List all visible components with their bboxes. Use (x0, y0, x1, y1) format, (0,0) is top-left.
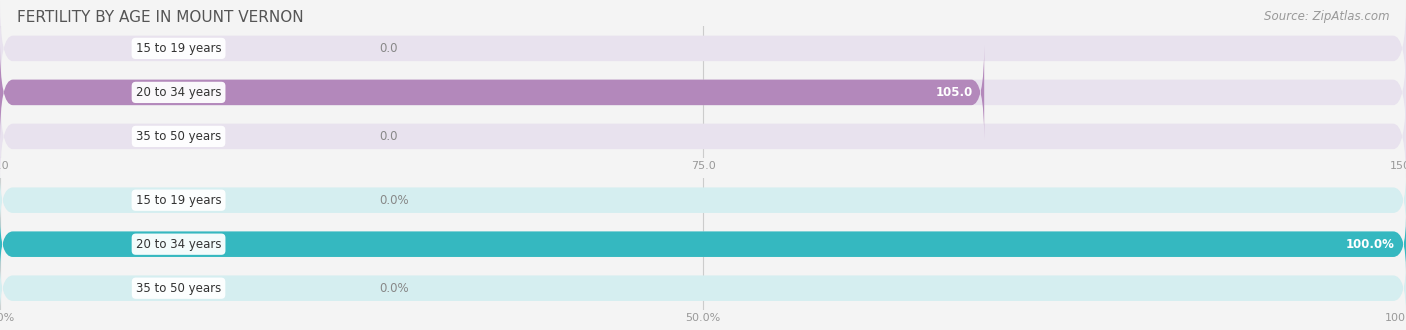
Text: 0.0%: 0.0% (380, 282, 409, 295)
Text: 35 to 50 years: 35 to 50 years (136, 130, 221, 143)
FancyBboxPatch shape (0, 173, 1406, 227)
Text: 35 to 50 years: 35 to 50 years (136, 282, 221, 295)
FancyBboxPatch shape (0, 89, 1406, 183)
FancyBboxPatch shape (0, 217, 1406, 271)
FancyBboxPatch shape (0, 45, 984, 140)
Text: 0.0: 0.0 (380, 130, 398, 143)
Text: 0.0%: 0.0% (380, 194, 409, 207)
Text: 0.0: 0.0 (380, 42, 398, 55)
Text: 105.0: 105.0 (936, 86, 973, 99)
Text: 20 to 34 years: 20 to 34 years (136, 86, 221, 99)
Text: 20 to 34 years: 20 to 34 years (136, 238, 221, 251)
Text: FERTILITY BY AGE IN MOUNT VERNON: FERTILITY BY AGE IN MOUNT VERNON (17, 10, 304, 25)
FancyBboxPatch shape (0, 261, 1406, 315)
Text: 100.0%: 100.0% (1346, 238, 1395, 251)
Text: 15 to 19 years: 15 to 19 years (136, 194, 221, 207)
Text: Source: ZipAtlas.com: Source: ZipAtlas.com (1264, 10, 1389, 23)
FancyBboxPatch shape (0, 1, 1406, 96)
Text: 15 to 19 years: 15 to 19 years (136, 42, 221, 55)
FancyBboxPatch shape (0, 45, 1406, 140)
FancyBboxPatch shape (0, 217, 1406, 271)
